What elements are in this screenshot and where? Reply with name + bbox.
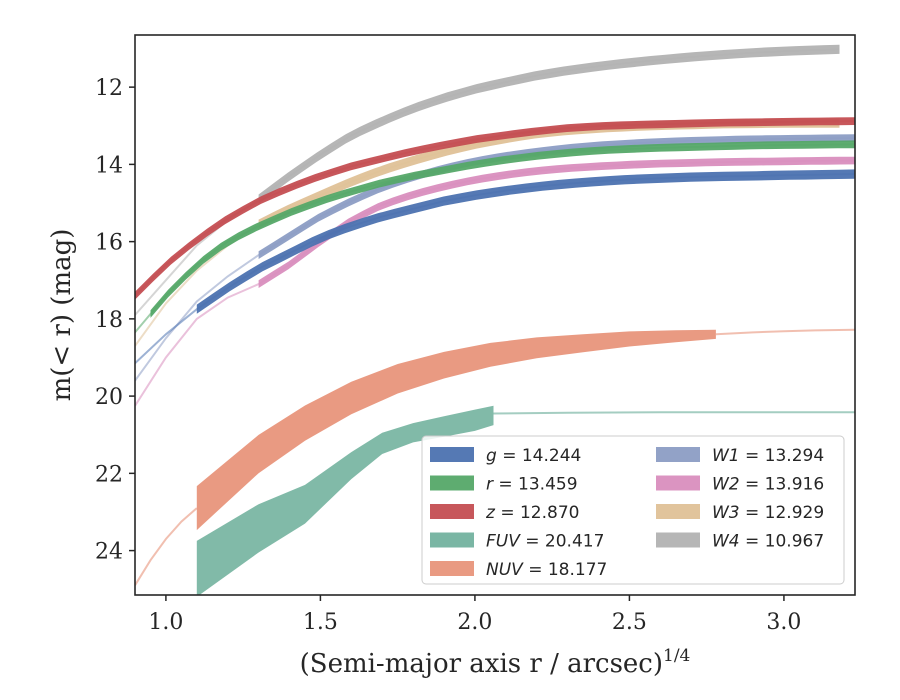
y-tick-label: 22 <box>95 462 123 487</box>
y-axis-label: m(< r) (mag) <box>47 229 77 402</box>
x-tick-label: 3.0 <box>766 610 801 635</box>
x-axis-label: (Semi-major axis r / arcsec)1/4 <box>300 646 691 679</box>
series-nuv-head <box>135 507 198 586</box>
legend-swatch-w4 <box>656 532 700 548</box>
series-fuv-tail <box>493 411 855 415</box>
series-r <box>135 140 855 334</box>
series-nuv <box>135 328 855 586</box>
legend-label-g: g = 14.244 <box>486 446 581 466</box>
legend-swatch-r <box>430 475 474 491</box>
legend-label-w3: W3 = 12.929 <box>712 503 824 523</box>
series-w2 <box>135 156 855 407</box>
series-nuv-band <box>196 329 716 531</box>
series-fuv-band <box>196 405 494 595</box>
x-tick-label: 2.5 <box>612 610 647 635</box>
plot-frame <box>134 34 856 596</box>
series-layer <box>135 44 855 595</box>
legend-label-r: r = 13.459 <box>486 475 578 495</box>
series-nuv-tail <box>715 328 855 336</box>
series-g-band <box>196 169 855 314</box>
y-axis: 12 14 16 18 20 22 24 <box>95 76 135 565</box>
legend-label-w4: W4 = 10.967 <box>712 532 824 552</box>
legend-swatch-w3 <box>656 504 700 519</box>
legend-swatch-g <box>430 447 474 462</box>
legend-label-fuv: FUV = 20.417 <box>486 532 604 552</box>
legend-label-nuv: NUV = 18.177 <box>486 560 607 580</box>
x-tick-label: 1.5 <box>303 610 338 635</box>
legend-label-z: z = 12.870 <box>485 503 579 523</box>
x-tick-label: 2.0 <box>457 610 492 635</box>
series-g <box>135 169 855 365</box>
x-axis: 1.0 1.5 2.0 2.5 3.0 <box>148 595 801 635</box>
y-tick-label: 24 <box>95 540 123 565</box>
series-r-band <box>150 140 855 318</box>
series-fuv <box>196 405 855 595</box>
series-w4-band <box>258 44 840 204</box>
legend-swatch-w1 <box>656 447 700 462</box>
y-tick-label: 14 <box>95 153 123 178</box>
legend-box <box>421 435 845 585</box>
y-tick-label: 20 <box>95 385 123 410</box>
series-w2-line <box>135 159 855 407</box>
legend-swatch-nuv <box>430 561 474 576</box>
y-tick-label: 18 <box>95 308 123 333</box>
legend-swatch-z <box>430 504 474 519</box>
series-g-line <box>135 173 855 365</box>
y-tick-label: 12 <box>95 76 123 101</box>
y-tick-label: 16 <box>95 231 123 256</box>
x-tick-label: 1.0 <box>148 610 183 635</box>
series-z <box>135 117 855 300</box>
legend-swatch-fuv <box>430 532 474 548</box>
legend-label-w1: W1 = 13.294 <box>712 446 824 466</box>
legend-label-w2: W2 = 13.916 <box>712 475 824 495</box>
legend-swatch-w2 <box>656 475 700 491</box>
series-w3-band <box>258 118 840 229</box>
legend: g = 14.244 r = 13.459 z = 12.870 FUV = 20.4… <box>421 435 845 585</box>
